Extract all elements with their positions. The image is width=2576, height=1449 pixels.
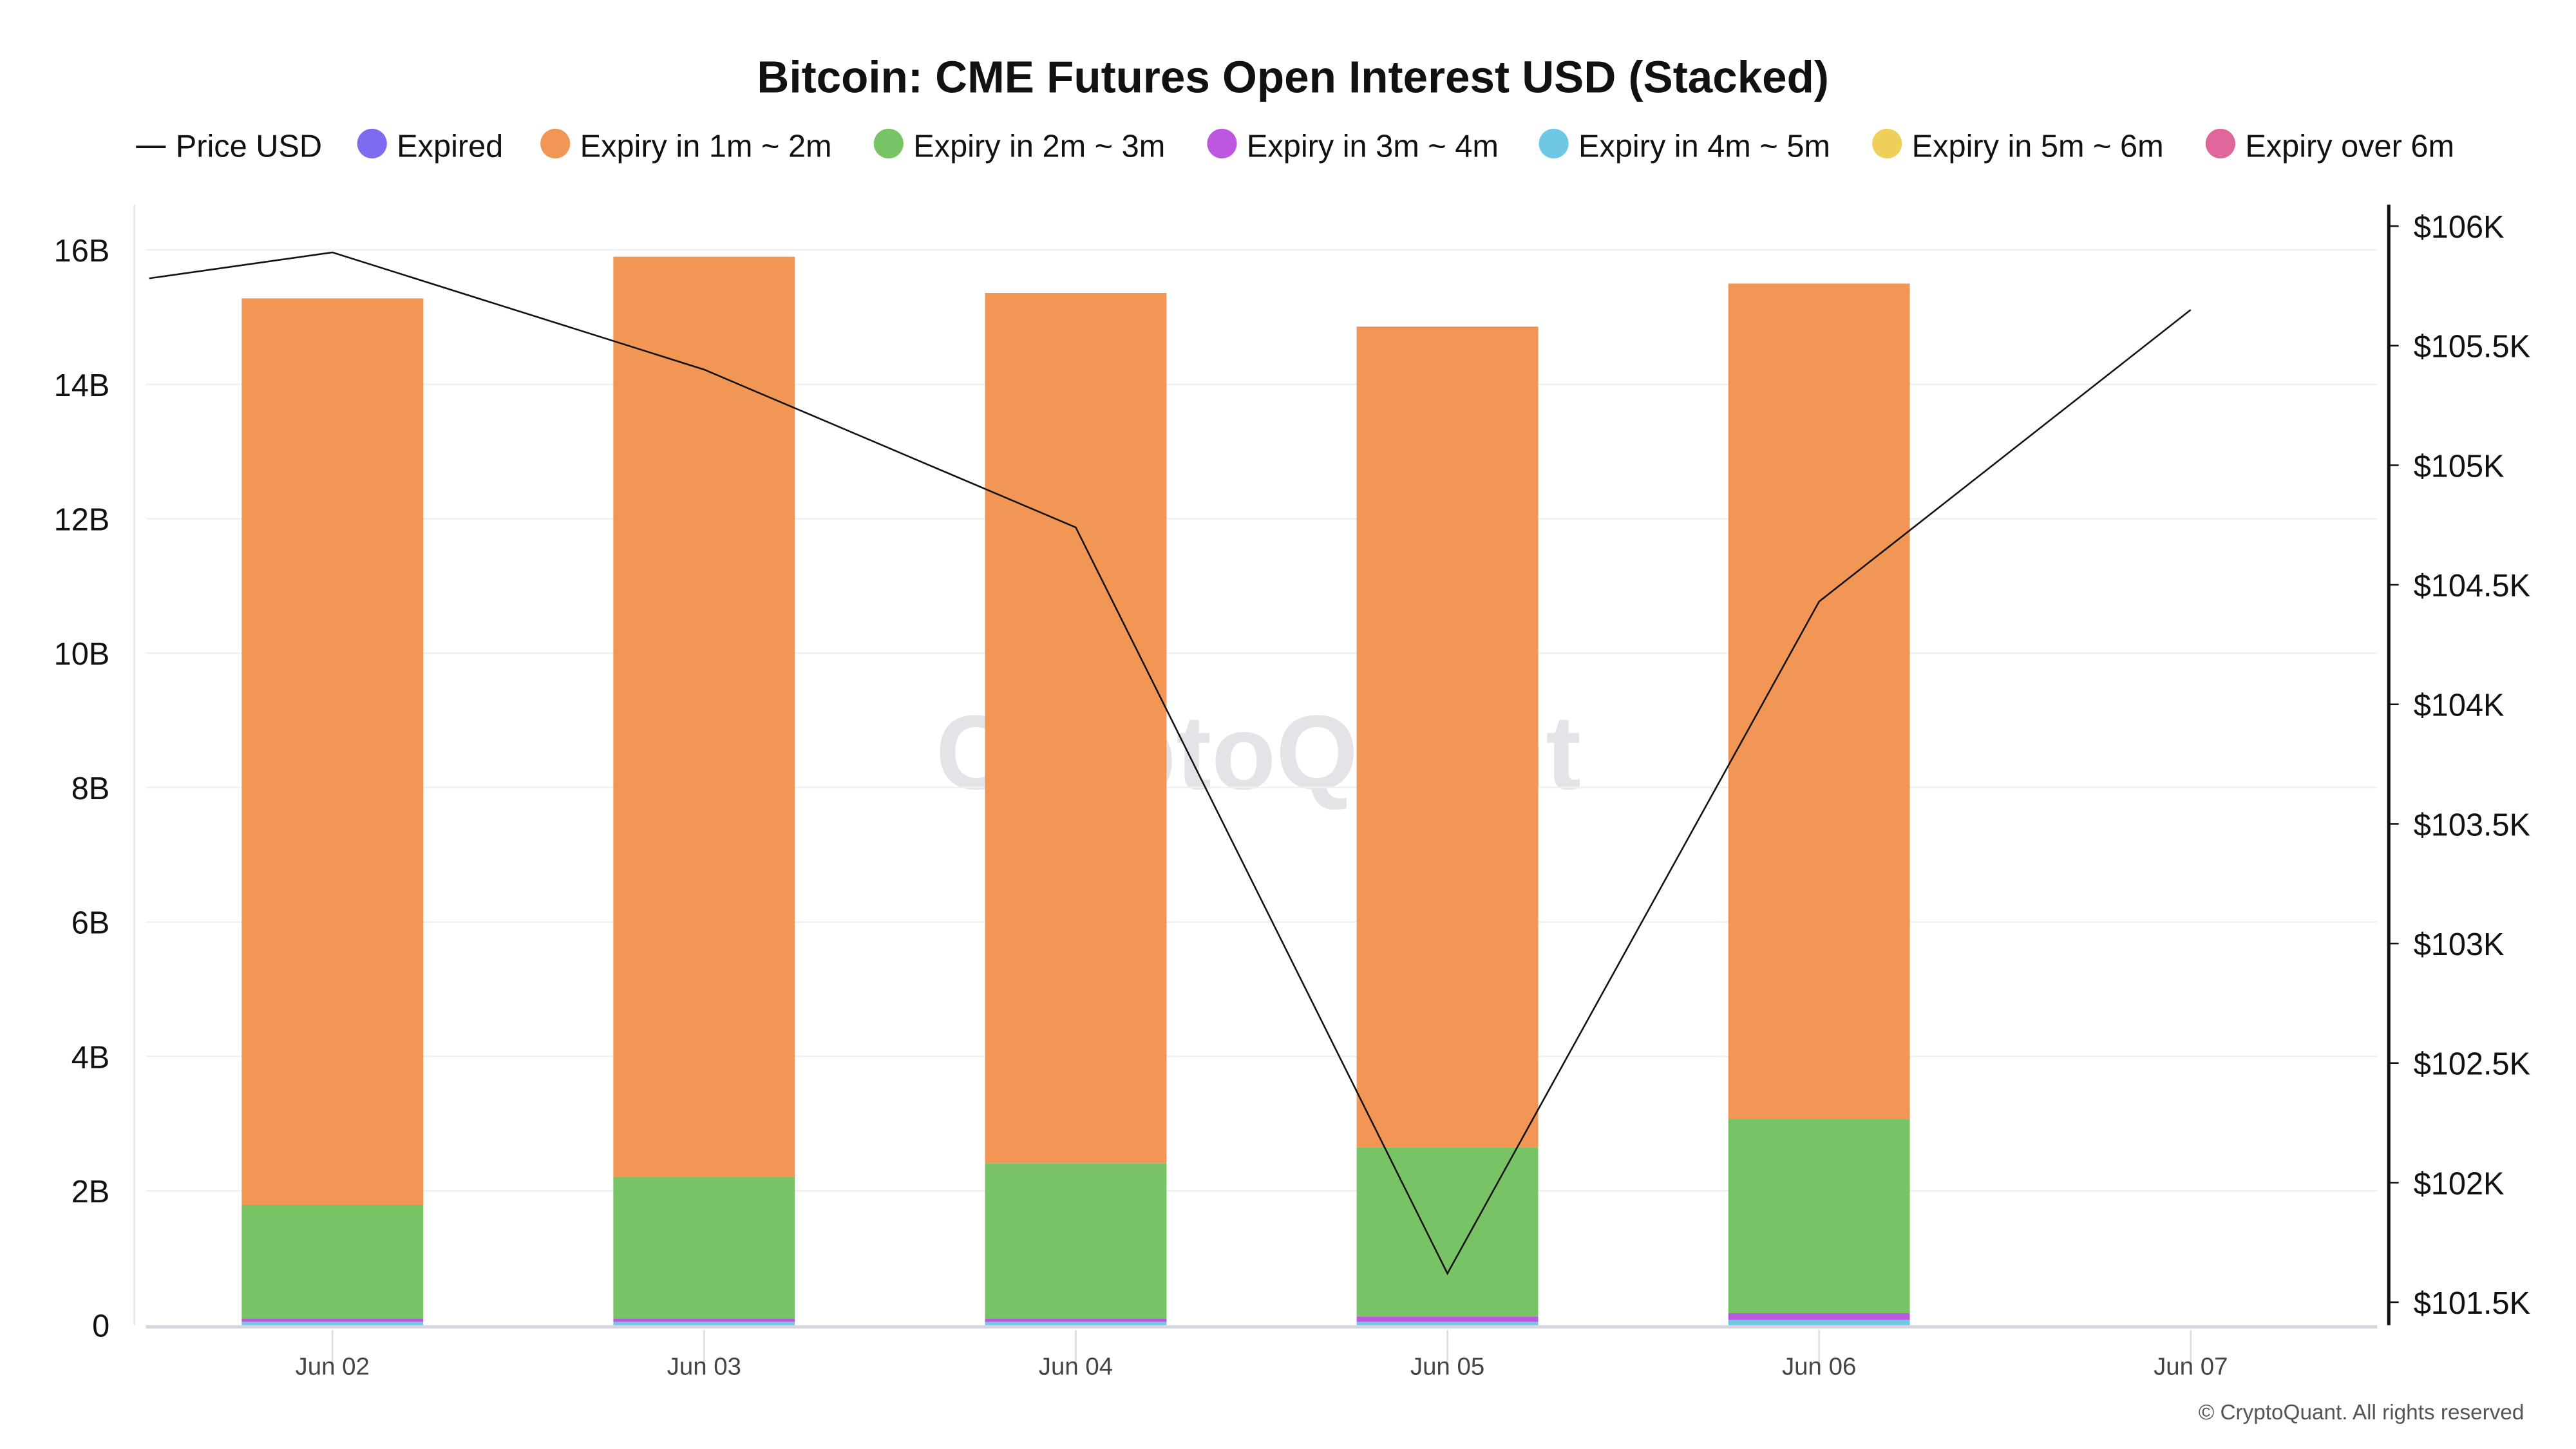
- legend-dot-icon: [357, 128, 387, 159]
- x-tick-label: Jun 06: [1782, 1353, 1856, 1381]
- y-tick-label: 16B: [54, 234, 110, 269]
- bar-segment: [242, 1321, 424, 1325]
- legend-dot-icon: [1539, 128, 1569, 159]
- bar-segment: [1356, 1147, 1539, 1317]
- x-tick-label: Jun 03: [667, 1353, 741, 1381]
- y-tick-label: 10B: [54, 637, 110, 672]
- y-tick-label: 0: [92, 1309, 109, 1344]
- x-tick-label: Jun 02: [296, 1353, 370, 1381]
- legend-label: Expiry in 1m ~ 2m: [580, 129, 832, 164]
- x-tick-label: Jun 07: [2154, 1353, 2228, 1381]
- bar-segment: [985, 1318, 1167, 1322]
- bar-segment: [1728, 1320, 1910, 1325]
- bar-segment: [985, 1321, 1167, 1325]
- y2-tick-label: $102K: [2414, 1166, 2505, 1201]
- bar-segment: [985, 292, 1167, 1164]
- legend-dot-icon: [873, 128, 904, 159]
- legend-label: Expiry in 3m ~ 4m: [1247, 129, 1499, 164]
- legend-label: Expiry over 6m: [2245, 129, 2454, 164]
- legend-dot-icon: [540, 128, 571, 159]
- bar-segment: [1356, 327, 1539, 1148]
- legend-label: Price USD: [176, 129, 322, 164]
- copyright-footer: © CryptoQuant. All rights reserved: [2199, 1401, 2524, 1425]
- bar-segment: [1728, 283, 1910, 1119]
- chart-title: Bitcoin: CME Futures Open Interest USD (…: [757, 52, 1829, 102]
- bar-segment: [985, 1163, 1167, 1319]
- y2-tick-label: $102.5K: [2414, 1047, 2530, 1082]
- bar-segment: [613, 1321, 795, 1325]
- y2-tick-label: $103K: [2414, 927, 2505, 962]
- bars: [242, 256, 1910, 1325]
- bar-segment: [1356, 1316, 1539, 1322]
- y2-tick-label: $104.5K: [2414, 569, 2530, 603]
- bar-segment: [613, 1318, 795, 1322]
- y-tick-label: 6B: [71, 906, 110, 941]
- y-tick-label: 2B: [71, 1175, 110, 1209]
- y2-tick-label: $105.5K: [2414, 330, 2530, 365]
- y2-tick-label: $104K: [2414, 688, 2505, 723]
- legend-label: Expired: [397, 129, 503, 164]
- legend-label: Expiry in 2m ~ 3m: [913, 129, 1165, 164]
- price-line: [149, 251, 2192, 1276]
- y2-tick-label: $106K: [2414, 210, 2505, 245]
- legend-dot-icon: [1207, 128, 1237, 159]
- y-tick-label: 14B: [54, 368, 110, 403]
- y-tick-label: 4B: [71, 1040, 110, 1075]
- legend-dot-icon: [1872, 128, 1902, 159]
- grid: [146, 249, 2378, 1192]
- axes: 0 2B 4B 6B 8B 10B 12B 14B 16B $101.5K $102K $102.5K…: [54, 204, 2530, 1381]
- legend: Price USD Expired Expiry in 1m ~ 2m Expiry …: [136, 128, 2454, 164]
- bar-segment: [1728, 1119, 1910, 1314]
- legend-dot-icon: [2205, 128, 2235, 159]
- bar-segment: [242, 1318, 424, 1322]
- y-tick-label: 8B: [71, 772, 110, 806]
- y2-tick-label: $103.5K: [2414, 808, 2530, 842]
- price-line-group: [149, 251, 2192, 1276]
- bar-segment: [613, 256, 795, 1177]
- bar-segment: [242, 1205, 424, 1319]
- bar-segment: [1356, 1321, 1539, 1325]
- y2-tick-label: $101.5K: [2414, 1286, 2530, 1321]
- legend-label: Expiry in 5m ~ 6m: [1912, 129, 2164, 164]
- bar-segment: [242, 298, 424, 1206]
- y-tick-label: 12B: [54, 503, 110, 538]
- x-tick-label: Jun 05: [1410, 1353, 1484, 1381]
- bar-segment: [613, 1177, 795, 1319]
- y2-tick-label: $105K: [2414, 449, 2505, 484]
- x-tick-label: Jun 04: [1039, 1353, 1113, 1381]
- legend-label: Expiry in 4m ~ 5m: [1578, 129, 1830, 164]
- bar-segment: [1728, 1313, 1910, 1320]
